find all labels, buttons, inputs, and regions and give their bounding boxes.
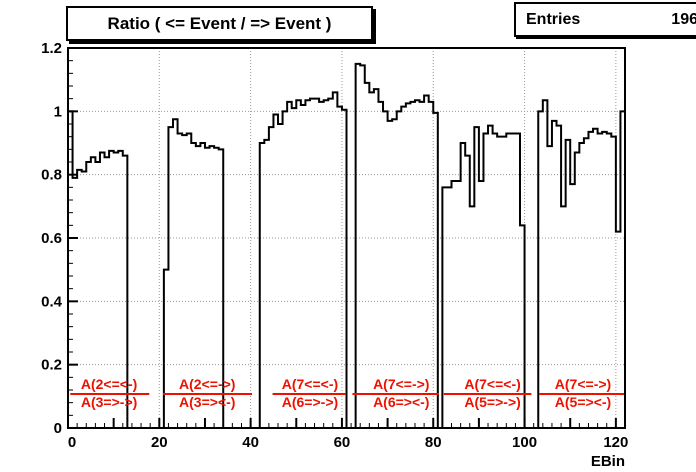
ratio-numerator: A(7<=->)	[555, 376, 611, 392]
histogram-line	[67, 62, 626, 429]
ratio-denominator: A(5=>->)	[464, 394, 520, 410]
ratio-annotation: A(7<=<-) A(6=>->)	[272, 376, 347, 410]
x-tick-label: 60	[334, 434, 351, 451]
plot-title-box: Ratio ( <= Event / => Event )	[66, 6, 373, 41]
ratio-denominator: A(3=>->)	[81, 394, 137, 410]
ratio-annotation: A(2<=->) A(3=><-)	[162, 376, 252, 410]
ratio-numerator: A(7<=<-)	[282, 376, 338, 392]
x-tick-label: 100	[512, 434, 537, 451]
y-tick-label: 1	[54, 103, 62, 120]
y-tick-label: 0.4	[41, 293, 63, 310]
ratio-denominator: A(3=><-)	[179, 394, 235, 410]
ratio-annotation: A(7<=->) A(5=><-)	[539, 376, 625, 410]
x-axis-title: EBin	[591, 453, 625, 470]
ratio-annotation: A(7<=<-) A(5=>->)	[443, 376, 532, 410]
x-tick-label: 40	[242, 434, 259, 451]
ratio-denominator: A(6=>->)	[282, 394, 338, 410]
x-tick-label: 0	[68, 434, 76, 451]
ratio-annotations: A(2<=<-) A(3=>->) A(2<=->) A(3=><-) A(7<=<-)…	[70, 376, 625, 410]
stats-entries-label: Entries	[526, 10, 581, 28]
ratio-annotation: A(2<=<-) A(3=>->)	[70, 376, 150, 410]
stats-entries-value: 196	[671, 10, 696, 28]
ratio-numerator: A(2<=->)	[179, 376, 235, 392]
y-tick-label: 0	[54, 420, 62, 437]
x-tick-label: 80	[425, 434, 442, 451]
y-tick-label: 0.6	[41, 230, 62, 247]
y-axis-labels: 0 0.2 0.4 0.6 0.8 1 1.2	[41, 40, 63, 437]
y-tick-label: 0.8	[41, 167, 62, 184]
y-tick-label: 1.2	[41, 40, 62, 57]
plot-title: Ratio ( <= Event / => Event )	[107, 13, 332, 33]
ratio-annotation: A(7<=->) A(6=><-)	[352, 376, 439, 410]
ratio-denominator: A(5=><-)	[555, 394, 611, 410]
ratio-numerator: A(7<=<-)	[464, 376, 520, 392]
ratio-denominator: A(6=><-)	[373, 394, 429, 410]
plot-frame	[67, 47, 626, 429]
ratio-numerator: A(2<=<-)	[81, 376, 137, 392]
x-tick-label: 120	[603, 434, 628, 451]
y-tick-label: 0.2	[41, 357, 62, 374]
stats-box: Entries 196	[514, 2, 696, 37]
x-tick-label: 20	[151, 434, 168, 451]
x-axis-labels: 0 20 40 60 80 100 120	[68, 434, 629, 451]
ratio-numerator: A(7<=->)	[373, 376, 429, 392]
